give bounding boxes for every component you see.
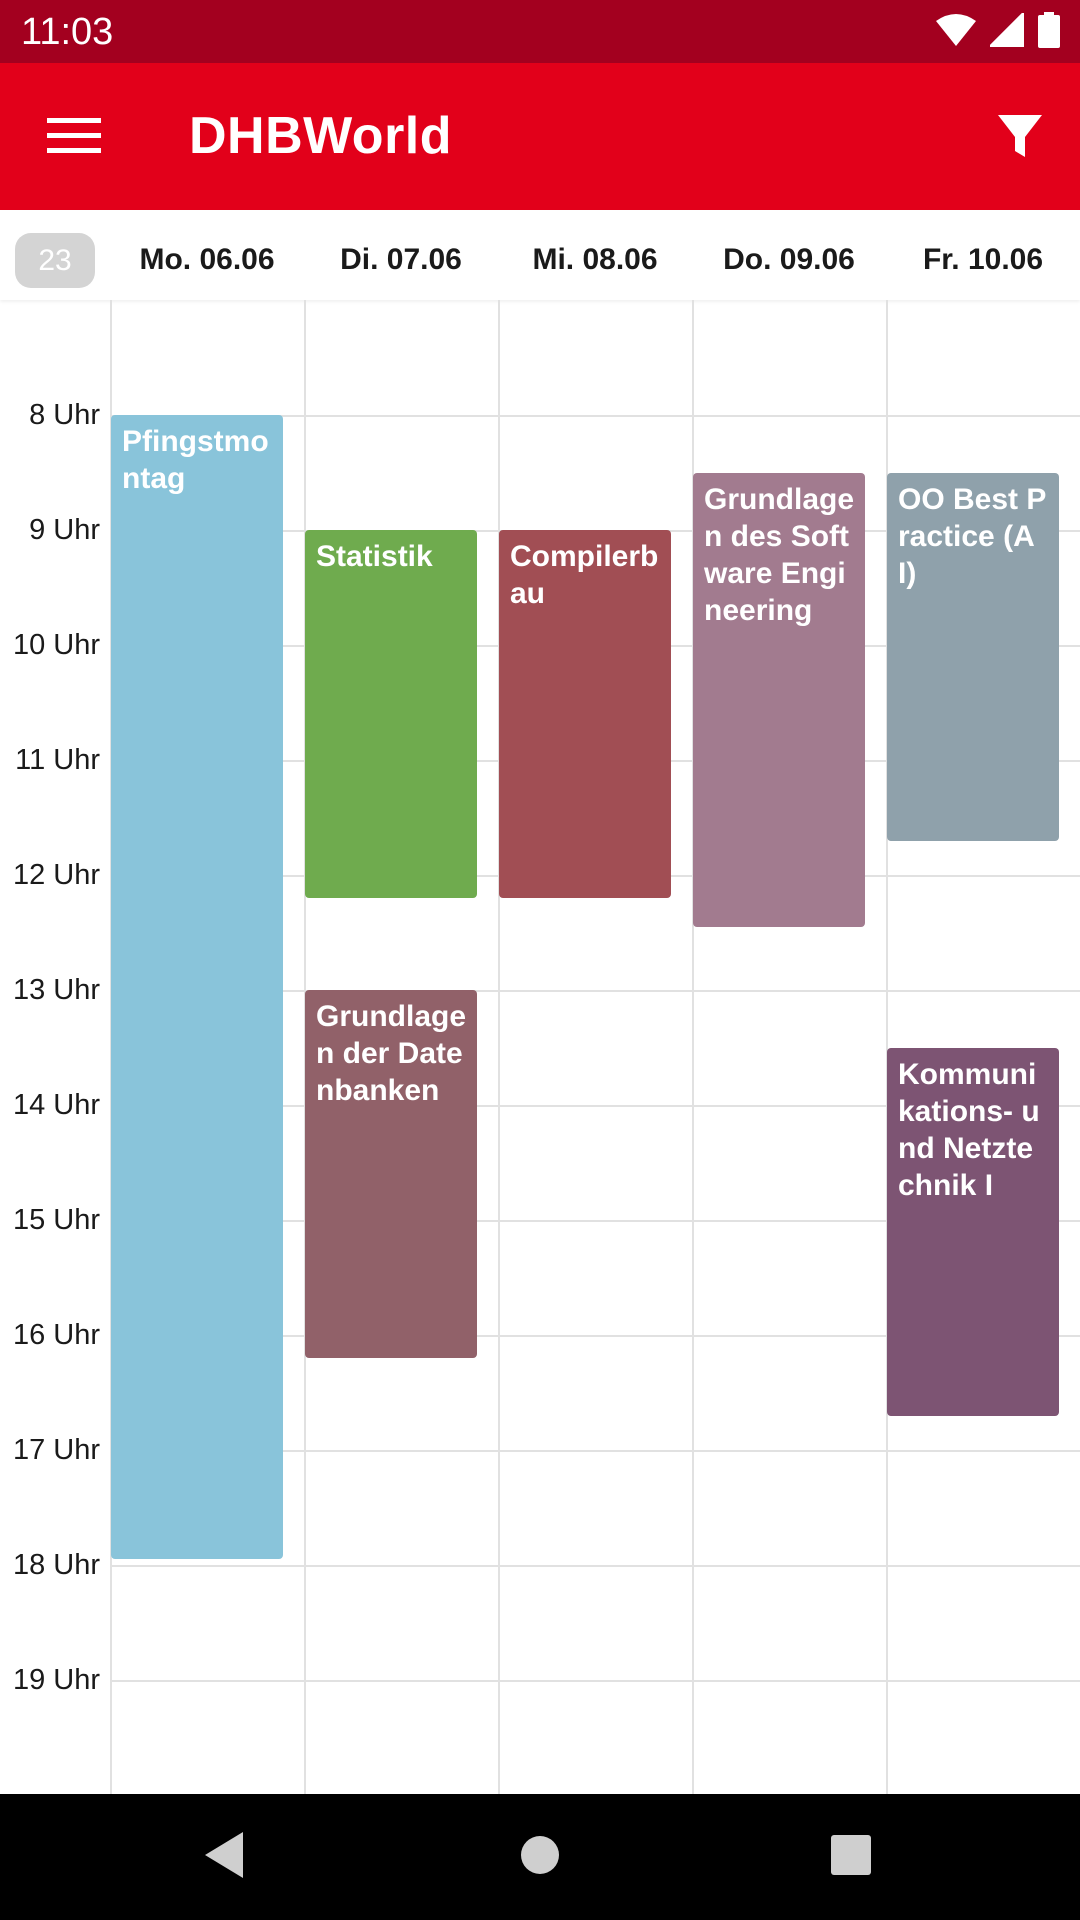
event-title: Grundlagen des Software Engineering — [704, 482, 855, 627]
day-header-thursday: Do. 09.06 — [723, 243, 855, 276]
event-title: Kommunikations- und Netztechnik I — [898, 1057, 1040, 1202]
hour-label: 13 Uhr — [12, 974, 100, 1006]
hour-label: 16 Uhr — [12, 1319, 100, 1351]
recents-square-icon — [831, 1834, 871, 1880]
menu-button[interactable] — [30, 103, 118, 173]
hour-label: 19 Uhr — [12, 1664, 100, 1696]
event-title: Pfingstmontag — [122, 425, 269, 495]
battery-icon — [1038, 11, 1060, 53]
event-card[interactable]: OO Best Practice (AI) — [887, 472, 1059, 841]
week-number-badge[interactable]: 23 — [15, 233, 95, 288]
back-triangle-icon — [205, 1831, 245, 1883]
column-divider — [692, 300, 694, 1794]
status-time: 11:03 — [21, 11, 114, 53]
home-button[interactable] — [505, 1824, 575, 1890]
hour-gridline — [110, 415, 1080, 417]
event-card[interactable]: Pfingstmontag — [111, 415, 283, 1560]
day-header-friday: Fr. 10.06 — [922, 243, 1044, 276]
hour-gridline — [110, 1680, 1080, 1682]
event-title: OO Best Practice (AI) — [898, 482, 1047, 590]
day-header-wednesday: Mi. 08.06 — [532, 243, 658, 276]
hour-label: 11 Uhr — [15, 744, 100, 776]
hour-gridline — [110, 1450, 1080, 1452]
day-header-monday: Mo. 06.06 — [139, 243, 275, 276]
hamburger-menu-icon — [47, 117, 101, 159]
app-bar: DHBWorld — [0, 63, 1080, 210]
event-title: Compilerbau — [510, 540, 659, 610]
back-button[interactable] — [190, 1824, 260, 1890]
filter-button[interactable] — [982, 103, 1058, 173]
day-header-row: 23 Mo. 06.06 Di. 07.06 Mi. 08.06 Do. 09.… — [0, 210, 1080, 300]
hour-label: 14 Uhr — [12, 1089, 100, 1121]
app-title: DHBWorld — [189, 107, 453, 165]
day-header-tuesday: Di. 07.06 — [340, 243, 462, 276]
hour-gridline — [110, 1565, 1080, 1567]
status-bar: 11:03 — [0, 0, 1080, 63]
hour-label: 8 Uhr — [29, 399, 100, 431]
hour-label: 10 Uhr — [12, 629, 100, 661]
hour-gridline — [110, 1220, 1080, 1222]
navigation-bar — [0, 1794, 1080, 1920]
event-card[interactable]: Grundlagen der Datenbanken — [305, 990, 477, 1358]
hour-label: 9 Uhr — [29, 514, 100, 546]
hour-label: 15 Uhr — [12, 1204, 100, 1236]
hour-gridline — [110, 1105, 1080, 1107]
hour-gridline — [110, 990, 1080, 992]
event-title: Statistik — [316, 540, 433, 573]
hour-label: 17 Uhr — [12, 1434, 100, 1466]
event-card[interactable]: Compilerbau — [499, 530, 671, 898]
column-divider — [886, 300, 888, 1794]
calendar-grid[interactable]: 8 Uhr 9 Uhr 10 Uhr 11 Uhr 12 Uhr 13 Uhr 14 Uhr… — [0, 300, 1080, 1794]
filter-icon — [997, 113, 1043, 164]
event-card[interactable]: Kommunikations- und Netztechnik I — [887, 1047, 1059, 1416]
column-divider — [498, 300, 500, 1794]
event-card[interactable]: Statistik — [305, 530, 477, 898]
signal-icon — [987, 9, 1025, 52]
wifi-icon — [936, 13, 976, 52]
hour-gridline — [110, 1335, 1080, 1337]
status-icons — [936, 9, 1060, 53]
event-card[interactable]: Grundlagen des Software Engineering — [693, 472, 865, 927]
event-title: Grundlagen der Datenbanken — [316, 1000, 467, 1107]
hour-label: 12 Uhr — [12, 859, 100, 891]
recents-button[interactable] — [816, 1824, 886, 1890]
hour-label: 18 Uhr — [12, 1549, 100, 1581]
home-circle-icon — [520, 1835, 560, 1880]
